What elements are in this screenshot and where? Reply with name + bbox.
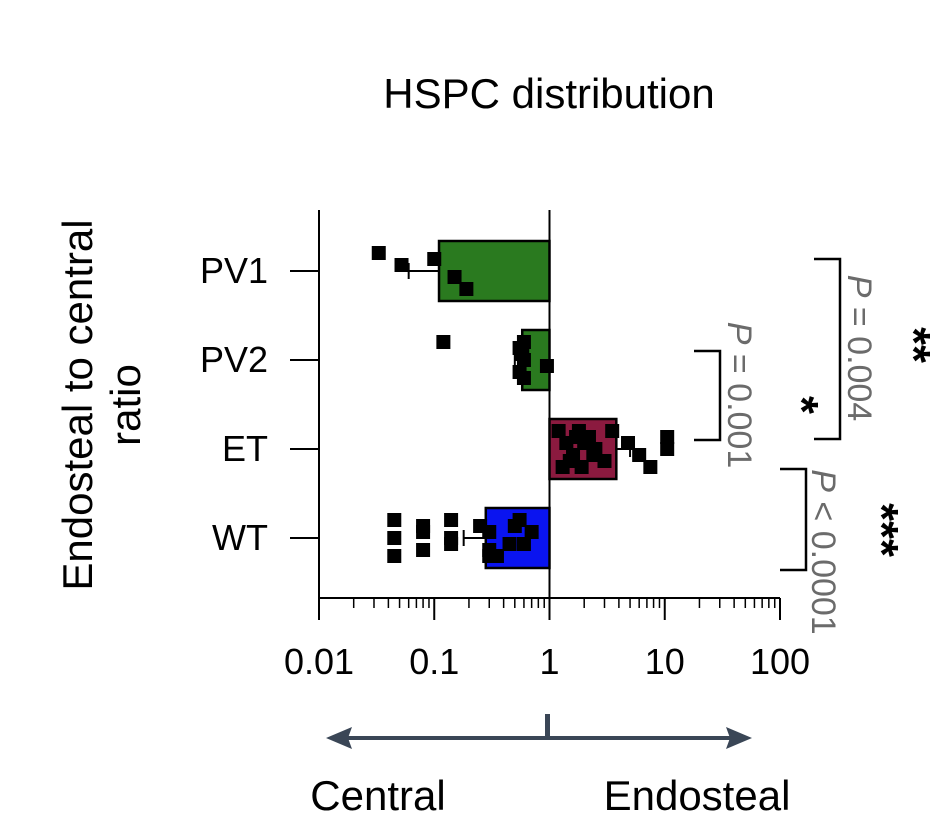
x-tick-label: 0.1 [409, 641, 459, 682]
data-point-wt [416, 519, 431, 533]
p-value-text: P < 0.0001 [804, 469, 842, 634]
data-point-et [586, 448, 601, 462]
p-symbol: P [720, 322, 758, 345]
direction-label-right: Endosteal [604, 772, 791, 819]
data-point-pv1 [427, 252, 442, 266]
data-point-pv2 [512, 365, 527, 379]
data-point-et [605, 424, 620, 438]
data-point-pv2 [516, 335, 531, 349]
data-point-et [660, 430, 675, 444]
data-point-et [660, 442, 675, 456]
data-point-wt [444, 513, 459, 527]
y-axis-label-line-1: Endosteal to central [54, 219, 101, 590]
p-value-label: P = 0.001 [720, 322, 758, 469]
data-point-wt [512, 513, 527, 527]
p-value-label: P < 0.0001 [804, 469, 842, 634]
p-symbol: P [804, 469, 842, 492]
p-symbol: P [840, 275, 878, 298]
p-value-text: P = 0.001 [720, 322, 758, 469]
category-label-pv1: PV1 [200, 250, 268, 291]
significance-stars: * [776, 396, 828, 414]
category-label-wt: WT [212, 517, 268, 558]
significance-brackets: P = 0.001 * P = 0.004 ** P < 0.0001 *** [694, 257, 940, 635]
direction-arrow [326, 714, 752, 749]
comparison-bracket [780, 467, 808, 572]
data-point-pv2 [436, 335, 451, 349]
stars-text: * [776, 396, 828, 414]
direction-label-left: Central [310, 772, 445, 819]
data-point-wt [473, 519, 488, 533]
chart-title: HSPC distribution [383, 70, 714, 117]
p-value: = 0.004 [840, 297, 878, 421]
direction-arrow-right-head [726, 727, 752, 749]
y-axis-label-line-2: ratio [102, 364, 149, 446]
data-point-wt [416, 543, 431, 557]
stars-text: ** [888, 327, 940, 363]
p-value-text: P = 0.004 [840, 275, 878, 422]
data-point-et [643, 460, 658, 474]
direction-arrow-left-head [326, 727, 352, 749]
data-point-pv1 [394, 258, 409, 272]
data-point-et [574, 460, 589, 474]
data-point-et [621, 436, 636, 450]
stars-text: *** [856, 503, 908, 557]
data-point-pv1 [371, 246, 386, 260]
comparison-bracket [814, 257, 842, 441]
plot-area [371, 210, 675, 598]
data-point-pv2 [539, 359, 554, 373]
data-point-wt [444, 531, 459, 545]
data-point-wt [387, 531, 402, 545]
data-point-pv1 [459, 282, 474, 296]
x-tick-label: 1 [539, 641, 559, 682]
data-point-wt [524, 525, 539, 539]
data-point-et [632, 448, 647, 462]
x-tick-label: 10 [645, 641, 685, 682]
data-point-et [597, 454, 612, 468]
data-point-pv2 [516, 353, 531, 367]
category-label-et: ET [222, 428, 268, 469]
data-point-et [569, 430, 584, 444]
data-point-wt [502, 537, 517, 551]
y-axis: PV1 PV2 ET WT [200, 210, 320, 598]
data-point-wt [387, 513, 402, 527]
p-value: = 0.001 [720, 344, 758, 468]
comparison-bracket [694, 349, 722, 442]
significance-stars: ** [888, 327, 940, 363]
data-point-wt [489, 549, 504, 563]
p-value-label: P = 0.004 [840, 275, 878, 422]
data-point-et [555, 460, 570, 474]
data-point-wt [387, 549, 402, 563]
significance-stars: *** [856, 503, 908, 557]
x-axis: 0.01 0.1 1 10 100 [284, 597, 810, 682]
y-axis-label: Endosteal to central ratio [54, 219, 149, 590]
x-tick-label: 100 [750, 641, 810, 682]
p-value: < 0.0001 [804, 492, 842, 635]
category-label-pv2: PV2 [200, 339, 268, 380]
x-tick-label: 0.01 [284, 641, 354, 682]
data-point-et [551, 424, 566, 438]
data-point-pv1 [447, 270, 462, 284]
data-point-wt [516, 537, 531, 551]
